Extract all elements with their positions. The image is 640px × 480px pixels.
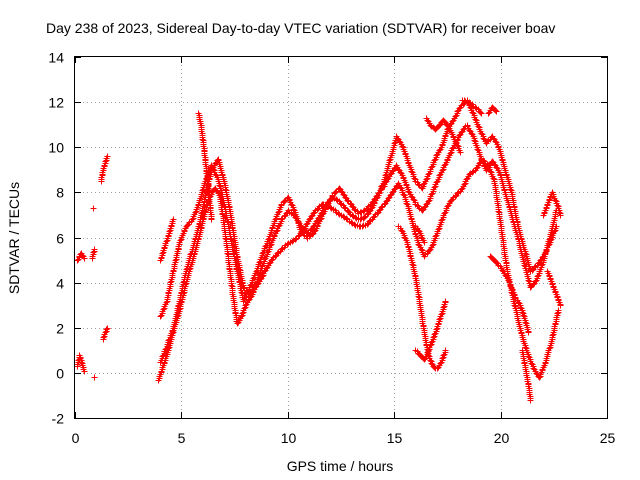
- y-tick-label: 0: [56, 366, 64, 382]
- y-tick-label: 2: [56, 321, 64, 337]
- series-points-s17: [459, 97, 485, 117]
- y-tick-label: 8: [56, 185, 64, 201]
- series-points-s10: [157, 122, 560, 320]
- x-tick-label: 10: [281, 430, 297, 446]
- series-points-s4: [90, 205, 97, 212]
- series-points-s15: [412, 223, 428, 246]
- series-points-s2: [74, 352, 88, 375]
- data-points: [74, 97, 564, 404]
- y-axis-label: SDTVAR / TECUs: [6, 182, 22, 294]
- y-tick-label: 12: [48, 95, 64, 111]
- series-points-s20: [519, 347, 534, 404]
- x-tick-label: 5: [178, 430, 186, 446]
- x-tick-label: 0: [72, 430, 80, 446]
- x-tick-label: 15: [387, 430, 403, 446]
- y-tick-label: 6: [56, 231, 64, 247]
- series-points-s18: [485, 104, 500, 117]
- grid: [75, 57, 608, 419]
- y-tick-label: -2: [52, 411, 65, 427]
- plot-frame: [74, 56, 608, 419]
- x-axis-label: GPS time / hours: [287, 458, 394, 474]
- series-points-s9: [157, 97, 560, 366]
- series-points-s12: [195, 110, 215, 223]
- y-axis-tick-labels: -2 0 2 4 6 8 10 12 14: [48, 50, 64, 427]
- series-points-s19: [487, 253, 532, 336]
- x-tick-label: 20: [494, 430, 510, 446]
- series-points-s11: [157, 216, 177, 264]
- x-axis-tick-labels: 0 5 10 15 20 25: [72, 430, 616, 446]
- y-tick-label: 4: [56, 276, 64, 292]
- y-tick-label: 10: [48, 140, 64, 156]
- series-points-s7: [100, 325, 111, 343]
- series-points-s22: [544, 268, 564, 309]
- series-points-s6: [98, 153, 111, 185]
- chart-title: Day 238 of 2023, Sidereal Day-to-day VTE…: [46, 20, 555, 36]
- series-points-s5: [91, 374, 98, 381]
- series-points-s14: [412, 298, 449, 363]
- series-points-s21: [540, 189, 564, 219]
- x-tick-label: 25: [600, 430, 616, 446]
- series-points-s1: [74, 250, 88, 264]
- series-points-s3: [89, 246, 98, 262]
- series-points-s16: [423, 115, 464, 156]
- y-tick-label: 14: [48, 50, 64, 66]
